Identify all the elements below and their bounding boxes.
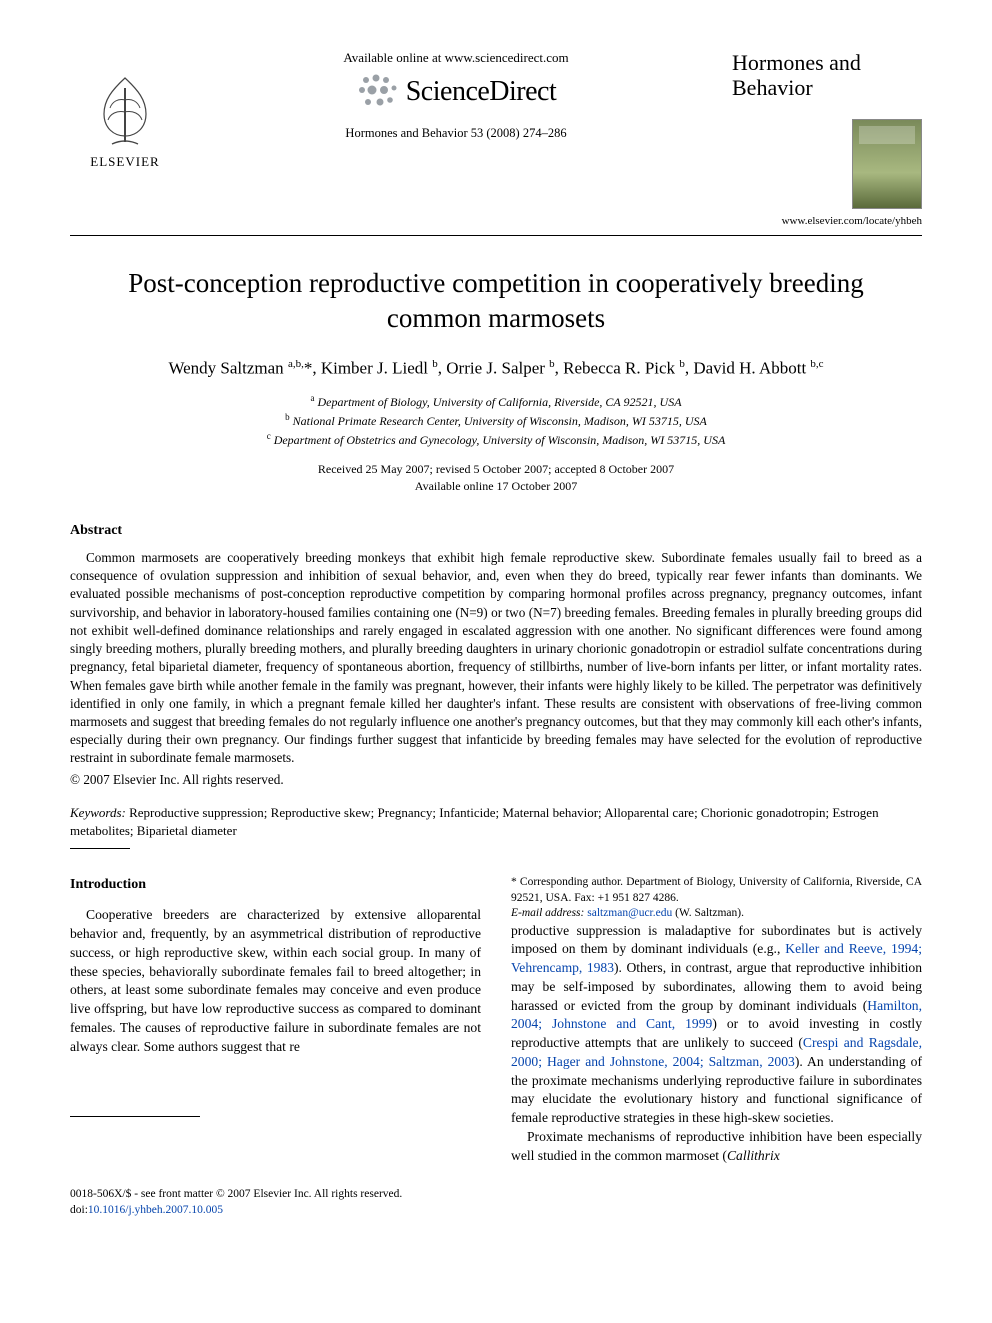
journal-info-block: Hormones and Behavior www.elsevier.com/l… — [732, 50, 922, 227]
author-list: Wendy Saltzman a,b,*, Kimber J. Liedl b,… — [70, 358, 922, 379]
sciencedirect-wordmark: ScienceDirect — [406, 76, 557, 108]
keywords-block: Keywords: Reproductive suppression; Repr… — [70, 804, 922, 840]
abstract-body: Common marmosets are cooperatively breed… — [70, 549, 922, 768]
publisher-block: ELSEVIER — [70, 50, 180, 170]
keywords-label: Keywords: — [70, 805, 126, 820]
journal-cover-thumbnail — [852, 119, 922, 209]
introduction-heading: Introduction — [70, 875, 481, 894]
abstract-copyright: © 2007 Elsevier Inc. All rights reserved… — [70, 772, 922, 788]
doi-link[interactable]: 10.1016/j.yhbeh.2007.10.005 — [88, 1204, 223, 1216]
email-line: E-mail address: saltzman@ucr.edu (W. Sal… — [511, 906, 922, 922]
corresponding-text: * Corresponding author. Department of Bi… — [511, 875, 922, 906]
header-center: Available online at www.sciencedirect.co… — [180, 50, 732, 141]
available-online-text: Available online at www.sciencedirect.co… — [190, 50, 722, 66]
citation-link[interactable]: Hamilton, 2004; Johnstone and Cant, 1999 — [511, 998, 922, 1032]
corresponding-author-footnote: * Corresponding author. Department of Bi… — [511, 875, 922, 922]
journal-name: Hormones and Behavior — [732, 50, 922, 101]
section-divider — [70, 848, 130, 849]
elsevier-logo-icon — [90, 70, 160, 150]
journal-url: www.elsevier.com/locate/yhbeh — [782, 215, 922, 227]
available-online-date: Available online 17 October 2007 — [70, 478, 922, 495]
citation-line: Hormones and Behavior 53 (2008) 274–286 — [190, 126, 722, 141]
intro-paragraph-2: Proximate mechanisms of reproductive inh… — [511, 1128, 922, 1166]
keywords-list: Reproductive suppression; Reproductive s… — [70, 805, 879, 838]
doi-line: doi:10.1016/j.yhbeh.2007.10.005 — [70, 1203, 922, 1219]
article-dates: Received 25 May 2007; revised 5 October … — [70, 461, 922, 495]
footnote-divider — [70, 1116, 200, 1117]
sciencedirect-swirl-icon — [356, 72, 400, 112]
body-columns: Introduction Cooperative breeders are ch… — [70, 875, 922, 1165]
issn-copyright-line: 0018-506X/$ - see front matter © 2007 El… — [70, 1187, 922, 1203]
journal-header: ELSEVIER Available online at www.science… — [70, 50, 922, 236]
affiliation-c: c Department of Obstetrics and Gynecolog… — [70, 430, 922, 449]
citation-link[interactable]: Crespi and Ragsdale, 2000; Hager and Joh… — [511, 1035, 922, 1069]
affiliations: a Department of Biology, University of C… — [70, 392, 922, 449]
affiliation-b: b National Primate Research Center, Univ… — [70, 411, 922, 430]
citation-link[interactable]: Keller and Reeve, 1994; Vehrencamp, 1983 — [511, 941, 922, 975]
article-title: Post-conception reproductive competition… — [110, 266, 882, 336]
affiliation-a: a Department of Biology, University of C… — [70, 392, 922, 411]
publisher-label: ELSEVIER — [90, 154, 159, 170]
intro-paragraph-1-continued: productive suppression is maladaptive fo… — [511, 922, 922, 1128]
intro-paragraph-1: Cooperative breeders are characterized b… — [70, 906, 481, 1056]
abstract-heading: Abstract — [70, 523, 922, 539]
received-revised-accepted: Received 25 May 2007; revised 5 October … — [70, 461, 922, 478]
front-matter-footer: 0018-506X/$ - see front matter © 2007 El… — [70, 1187, 922, 1218]
author-email-link[interactable]: saltzman@ucr.edu — [587, 907, 672, 919]
sciencedirect-logo: ScienceDirect — [190, 72, 722, 112]
